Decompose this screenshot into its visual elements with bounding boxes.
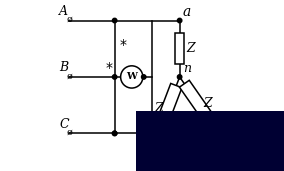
Text: *: * — [106, 61, 113, 75]
Circle shape — [217, 131, 221, 136]
Text: Z: Z — [154, 102, 163, 115]
Text: i: i — [167, 127, 171, 140]
Text: C: C — [59, 118, 69, 131]
Circle shape — [112, 131, 117, 136]
Text: ø: ø — [66, 72, 72, 81]
Text: образовательный портал: образовательный портал — [182, 146, 256, 151]
Text: intellect.icu: intellect.icu — [193, 128, 245, 137]
Text: Z: Z — [204, 97, 212, 110]
Text: A: A — [59, 5, 68, 18]
Bar — [175, 33, 184, 64]
Circle shape — [178, 75, 182, 79]
Polygon shape — [150, 83, 182, 142]
Text: b: b — [221, 118, 230, 132]
Circle shape — [112, 131, 117, 136]
Text: c: c — [148, 155, 155, 168]
Text: *: * — [120, 38, 127, 52]
Circle shape — [112, 18, 117, 23]
Text: Z: Z — [187, 42, 195, 55]
Circle shape — [150, 147, 154, 151]
Circle shape — [150, 131, 154, 136]
Text: n: n — [183, 62, 191, 75]
Text: a: a — [183, 5, 191, 19]
Text: W: W — [126, 73, 137, 81]
Circle shape — [178, 18, 182, 23]
Polygon shape — [179, 80, 219, 130]
Circle shape — [112, 75, 117, 79]
Text: ø: ø — [66, 15, 72, 24]
Circle shape — [141, 75, 146, 79]
Text: B: B — [59, 61, 68, 74]
Text: ø: ø — [66, 128, 72, 137]
Circle shape — [122, 119, 216, 157]
